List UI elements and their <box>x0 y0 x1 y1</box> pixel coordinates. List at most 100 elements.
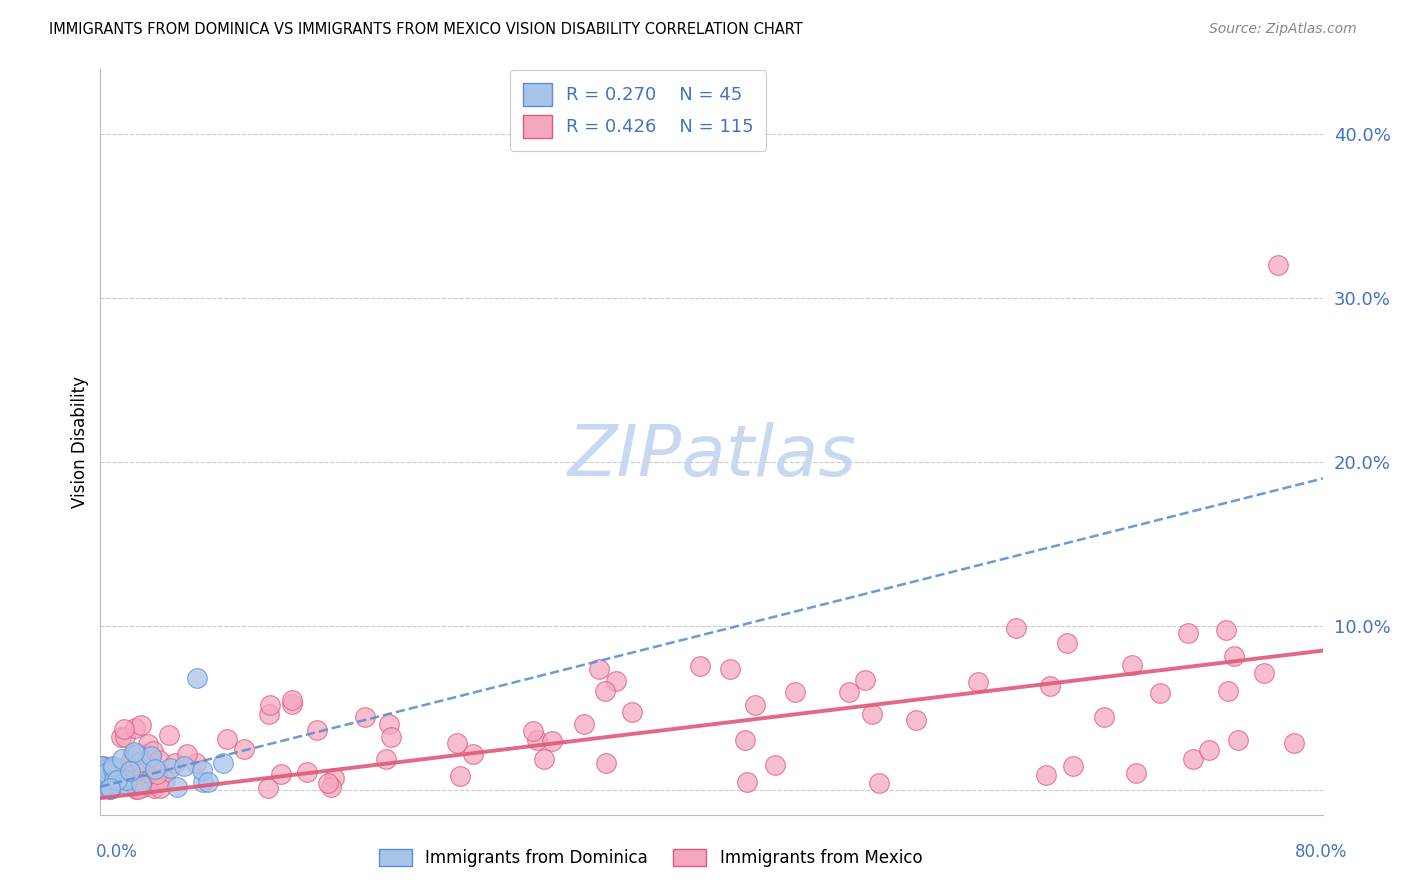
Point <box>1216 684 1239 698</box>
Point <box>124 782 146 797</box>
Point <box>89 760 111 774</box>
Text: ZIPatlas: ZIPatlas <box>567 422 856 491</box>
Point <box>129 774 152 789</box>
Point <box>98 760 121 774</box>
Point <box>91 769 114 783</box>
Point <box>128 755 150 769</box>
Legend: R = 0.270    N = 45, R = 0.426    N = 115: R = 0.270 N = 45, R = 0.426 N = 115 <box>510 70 766 151</box>
Point <box>121 748 143 763</box>
Point <box>90 759 112 773</box>
Point <box>1035 768 1057 782</box>
Point <box>93 779 115 793</box>
Point <box>446 736 468 750</box>
Point <box>1198 742 1220 756</box>
Point <box>96 779 118 793</box>
Point <box>93 767 115 781</box>
Point <box>744 698 766 712</box>
Point <box>297 765 319 780</box>
Point <box>148 772 170 787</box>
Point <box>124 761 146 775</box>
Point <box>322 771 344 785</box>
Point <box>259 707 281 722</box>
Point <box>522 723 544 738</box>
Point <box>734 732 756 747</box>
Point <box>94 763 117 777</box>
Point <box>108 776 131 790</box>
Point <box>1253 666 1275 681</box>
Point <box>96 780 118 794</box>
Point <box>91 780 114 795</box>
Text: 0.0%: 0.0% <box>96 843 138 861</box>
Point <box>193 775 215 789</box>
Point <box>1062 759 1084 773</box>
Point <box>166 780 188 794</box>
Point <box>96 772 118 786</box>
Point <box>305 723 328 737</box>
Point <box>165 756 187 771</box>
Point <box>1267 258 1289 272</box>
Point <box>97 778 120 792</box>
Point <box>91 762 114 776</box>
Point <box>270 767 292 781</box>
Point <box>1149 685 1171 699</box>
Point <box>124 721 146 735</box>
Point <box>98 777 121 791</box>
Point <box>100 765 122 780</box>
Point <box>533 752 555 766</box>
Point <box>115 772 138 787</box>
Point <box>96 772 118 786</box>
Point <box>853 673 876 687</box>
Point <box>197 775 219 789</box>
Point <box>97 762 120 776</box>
Point <box>101 766 124 780</box>
Point <box>256 780 278 795</box>
Point <box>184 756 207 770</box>
Point <box>94 764 117 778</box>
Point <box>94 761 117 775</box>
Point <box>96 777 118 791</box>
Point <box>94 760 117 774</box>
Point <box>605 674 627 689</box>
Point <box>159 761 181 775</box>
Point <box>149 781 172 796</box>
Point <box>124 779 146 793</box>
Point <box>572 717 595 731</box>
Point <box>111 751 134 765</box>
Point <box>90 773 112 788</box>
Point <box>319 780 342 794</box>
Point <box>449 769 471 783</box>
Point <box>98 781 121 796</box>
Point <box>233 741 256 756</box>
Point <box>94 770 117 784</box>
Point <box>153 773 176 788</box>
Point <box>115 778 138 792</box>
Point <box>1121 658 1143 673</box>
Point <box>127 782 149 797</box>
Point <box>142 744 165 758</box>
Point <box>689 658 711 673</box>
Point <box>860 707 883 722</box>
Point <box>114 730 136 744</box>
Point <box>93 759 115 773</box>
Point <box>461 747 484 761</box>
Point <box>103 773 125 788</box>
Point <box>157 729 180 743</box>
Point <box>217 731 239 746</box>
Point <box>541 734 564 748</box>
Point <box>176 747 198 762</box>
Point <box>186 672 208 686</box>
Point <box>96 765 118 780</box>
Point <box>588 662 610 676</box>
Point <box>281 693 304 707</box>
Point <box>1092 710 1115 724</box>
Point <box>96 777 118 791</box>
Point <box>100 776 122 790</box>
Point <box>110 730 132 744</box>
Point <box>1215 624 1237 638</box>
Point <box>96 764 118 778</box>
Point <box>763 757 786 772</box>
Point <box>1177 626 1199 640</box>
Point <box>1222 648 1244 663</box>
Point <box>380 731 402 745</box>
Point <box>143 780 166 795</box>
